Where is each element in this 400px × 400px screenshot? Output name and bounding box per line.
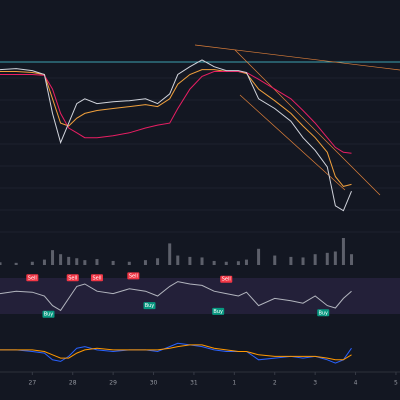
- volume-bar: [95, 259, 99, 265]
- volume-bar: [42, 259, 46, 265]
- volume-bar: [168, 243, 172, 265]
- volume-bar: [301, 257, 305, 265]
- signal-badge: [66, 274, 79, 282]
- volume-bar: [83, 260, 87, 265]
- signal-label: Sell: [222, 277, 231, 283]
- signal-badge: [127, 272, 140, 280]
- trend-line: [239, 94, 346, 191]
- x-tick-label: 30: [150, 380, 158, 387]
- volume-bar: [30, 261, 34, 265]
- signal-badge: [220, 275, 233, 283]
- volume-bar: [313, 254, 317, 265]
- signal-label: Sell: [129, 273, 138, 279]
- trend-line: [194, 44, 400, 71]
- rsi-band: [0, 278, 400, 314]
- signal-label: Sell: [68, 275, 77, 281]
- signal-badge: [42, 310, 55, 318]
- volume-bar: [236, 261, 240, 265]
- volume-bar: [257, 248, 261, 265]
- signal-badge: [317, 309, 330, 317]
- volume-bar: [289, 256, 293, 265]
- signal-label: Buy: [318, 310, 328, 316]
- volume-bar: [176, 255, 180, 265]
- trend-line: [234, 49, 381, 196]
- series-line: [0, 342, 352, 364]
- signal-badge: [143, 302, 156, 310]
- volume-bar: [188, 256, 192, 265]
- x-tick-label: 5: [394, 380, 398, 387]
- x-tick-label: 2: [273, 380, 277, 387]
- x-tick-label: 3: [313, 380, 317, 387]
- signal-badge: [90, 274, 103, 282]
- signal-badge: [26, 274, 39, 282]
- series-line: [0, 281, 352, 312]
- x-tick-label: 27: [29, 380, 37, 387]
- series-line: [0, 59, 352, 212]
- volume-bar: [200, 257, 204, 265]
- signal-label: Buy: [44, 312, 54, 318]
- volume-bar: [67, 256, 71, 265]
- x-tick-label: 1: [232, 380, 236, 387]
- volume-bar: [59, 254, 63, 265]
- volume-bar: [127, 261, 131, 265]
- signal-label: Buy: [145, 303, 155, 309]
- volume-bar: [51, 250, 55, 265]
- series-line: [0, 71, 352, 154]
- series-line: [0, 69, 352, 187]
- volume-bar: [75, 258, 79, 265]
- volume-bar: [143, 260, 147, 265]
- signal-label: Sell: [92, 275, 101, 281]
- signal-label: Sell: [28, 275, 37, 281]
- x-tick-label: 28: [69, 380, 77, 387]
- x-tick-label: 4: [354, 380, 358, 387]
- volume-bar: [0, 262, 2, 265]
- x-tick-label: 29: [109, 380, 117, 387]
- background-grid: [0, 77, 400, 233]
- volume-bar: [273, 255, 277, 265]
- volume-bar: [333, 251, 337, 265]
- volume-bar: [212, 260, 216, 265]
- volume-bar: [244, 259, 248, 265]
- volume-bar: [350, 254, 354, 265]
- series-line: [0, 344, 352, 361]
- x-tick-label: 31: [190, 380, 198, 387]
- volume-bar: [156, 258, 160, 265]
- volume-bar: [341, 238, 345, 265]
- volume-bar: [14, 262, 18, 265]
- volume-bar: [111, 260, 115, 265]
- volume-bar: [325, 252, 329, 265]
- signal-label: Buy: [213, 309, 223, 315]
- volume-bar: [224, 261, 228, 265]
- signal-badge: [212, 307, 225, 315]
